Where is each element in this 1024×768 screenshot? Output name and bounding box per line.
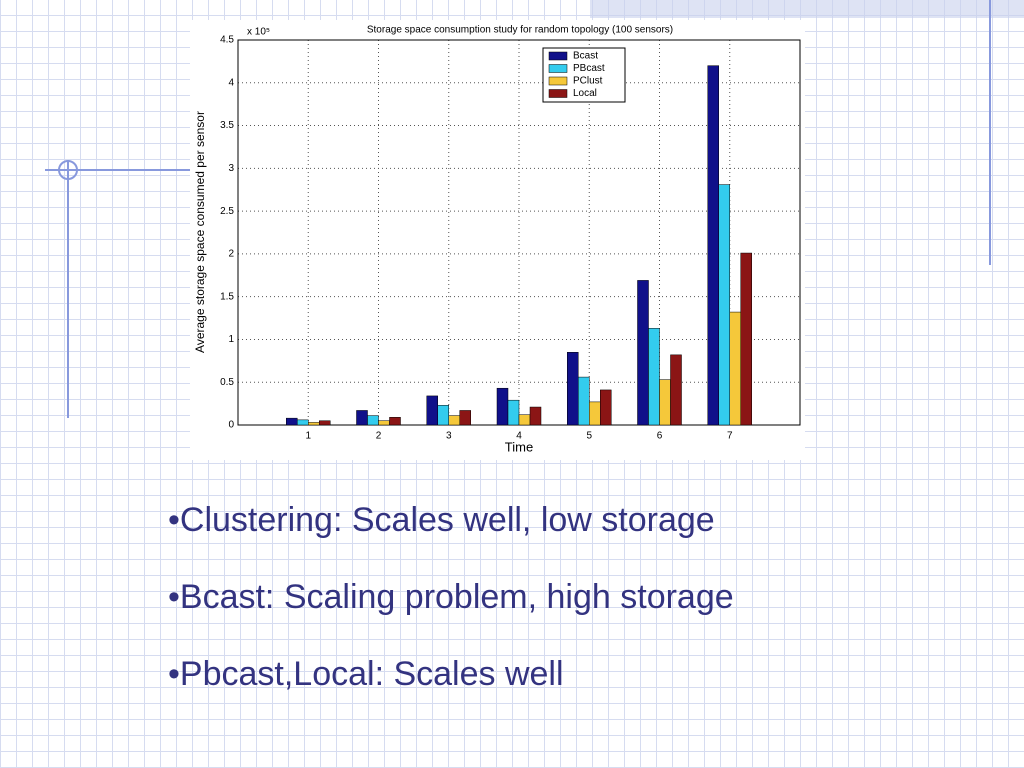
bar — [518, 414, 531, 426]
bar — [459, 410, 471, 426]
bar — [740, 252, 752, 426]
bar — [729, 311, 741, 426]
bar — [367, 415, 379, 426]
y-tick-label: 3 — [228, 163, 234, 174]
bar — [319, 420, 331, 426]
chart-title: Storage space consumption study for rand… — [367, 25, 673, 36]
y-axis-label: Average storage space consumed per senso… — [193, 111, 207, 353]
bullet: •Clustering: Scales well, low storage — [168, 501, 715, 539]
bar — [670, 354, 682, 426]
bar — [637, 280, 649, 426]
y-tick-label: 1.5 — [220, 291, 234, 302]
bar — [496, 387, 509, 426]
bar — [600, 389, 612, 426]
deco-circle — [58, 160, 78, 180]
bullet: •Pbcast,Local: Scales well — [168, 655, 564, 693]
legend-label: Bcast — [573, 51, 598, 62]
x-tick-label: 5 — [586, 431, 592, 442]
y-tick-label: 4 — [228, 77, 234, 88]
bar — [308, 422, 320, 426]
bar — [507, 399, 520, 426]
y-tick-label: 3.5 — [220, 120, 234, 131]
bar — [378, 420, 390, 426]
y-tick-label: 1 — [228, 334, 234, 345]
bar — [648, 328, 660, 426]
bar — [718, 184, 730, 426]
x-tick-label: 4 — [516, 431, 522, 442]
x-tick-label: 1 — [305, 431, 311, 442]
legend-label: PClust — [573, 76, 603, 87]
x-tick-label: 6 — [657, 431, 663, 442]
bar — [426, 395, 438, 426]
bullet-list: •Clustering: Scales well, low storage •B… — [168, 495, 734, 726]
y-tick-label: 4.5 — [220, 35, 234, 46]
bar — [356, 410, 368, 426]
bar — [589, 401, 601, 426]
legend-swatch — [548, 64, 568, 73]
y-tick-label: 2.5 — [220, 206, 234, 217]
bar — [389, 417, 401, 426]
bar — [297, 419, 309, 426]
bar — [567, 352, 579, 426]
legend-swatch — [548, 76, 568, 86]
x-tick-label: 2 — [376, 431, 382, 442]
bar — [437, 405, 449, 426]
x-axis-label: Time — [505, 439, 533, 454]
chart-background — [190, 20, 805, 460]
bar — [529, 406, 542, 426]
bar — [659, 379, 671, 426]
top-band — [590, 0, 1024, 18]
legend-label: PBcast — [573, 63, 605, 74]
y-tick-label: 0.5 — [220, 377, 234, 388]
y-tick-label: 2 — [228, 249, 234, 260]
legend-swatch — [548, 89, 568, 98]
bar — [578, 376, 590, 426]
x-tick-label: 7 — [727, 431, 733, 442]
bar — [707, 65, 719, 426]
bullet: •Bcast: Scaling problem, high storage — [168, 578, 734, 616]
y-scale-label: x 10⁵ — [247, 27, 270, 38]
legend-swatch — [548, 51, 568, 61]
legend-label: Local — [573, 88, 597, 99]
bar — [286, 417, 298, 426]
y-tick-label: 0 — [228, 420, 234, 431]
bar — [448, 415, 460, 426]
x-tick-label: 3 — [446, 431, 452, 442]
